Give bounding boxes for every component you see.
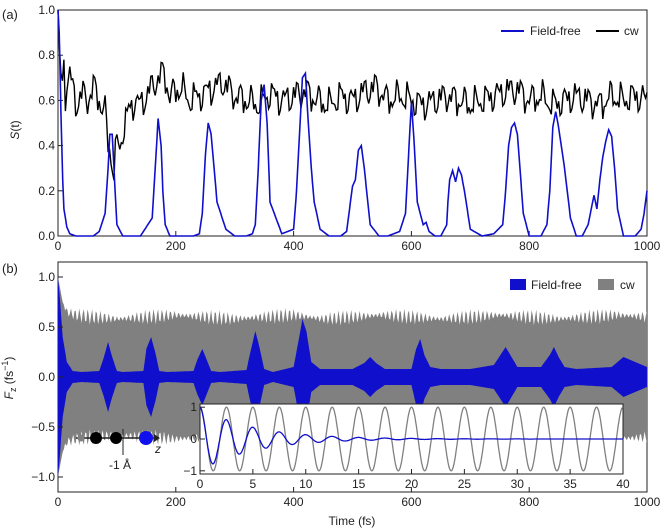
inset-series-cw xyxy=(199,406,624,472)
x-tick-label: 800 xyxy=(519,239,539,253)
x-tick-label: 1000 xyxy=(634,239,661,253)
inset-x-ticks: 0 5 10 15 20 25 30 35 40 xyxy=(197,469,630,491)
y-tick-label: −0.5 xyxy=(31,420,55,434)
panel-a-series xyxy=(57,9,648,237)
series-field-free-band xyxy=(58,277,647,477)
panel-a: (a) 0.0 0.2 0.4 0.6 0.8 1.0 0 200 400 600 800 1000… xyxy=(2,3,661,253)
inset-series-field-free xyxy=(199,406,623,465)
legend-a-fieldfree-label: Field-free xyxy=(530,24,581,38)
y-tick-label: 1 xyxy=(190,400,197,414)
y-tick-label: 1.0 xyxy=(38,3,55,17)
panel-a-ylabel: S(t) xyxy=(8,120,22,139)
y-tick-label: 0.2 xyxy=(38,184,55,198)
hydrogen-atom xyxy=(77,434,85,442)
panel-b-y-ticks: −1.0 −0.5 0.0 0.5 1.0 xyxy=(31,270,63,484)
y-tick-label: 0.8 xyxy=(38,48,55,62)
legend-b-cw-swatch xyxy=(598,279,614,290)
x-tick-label: 0 xyxy=(197,477,204,491)
inset: −101 0 5 10 15 20 25 30 35 40 xyxy=(183,400,630,491)
x-tick-label: 25 xyxy=(458,477,472,491)
y-tick-label: 0.4 xyxy=(38,139,55,153)
atom-black-2 xyxy=(110,432,122,444)
x-tick-label: 200 xyxy=(166,239,186,253)
atom-black-1 xyxy=(90,432,102,444)
series-cw-line xyxy=(57,9,648,181)
x-tick-label: 30 xyxy=(511,477,525,491)
x-tick-label: 200 xyxy=(166,495,186,509)
panel-a-label: (a) xyxy=(2,7,18,22)
x-tick-label: 5 xyxy=(250,477,257,491)
y-tick-label: 0.6 xyxy=(38,93,55,107)
panel-a-frame xyxy=(57,9,648,237)
inset-y-ticks: −1 0 1 xyxy=(183,400,205,478)
axis-arrow-icon xyxy=(154,434,160,442)
x-tick-label: 400 xyxy=(284,239,304,253)
x-tick-label: 800 xyxy=(519,495,539,509)
x-tick-label: 20 xyxy=(405,477,419,491)
molecule-schematic: -1 Å z xyxy=(76,429,161,472)
legend-b-fieldfree-label: Field-free xyxy=(531,278,582,292)
y-tick-label: 0.0 xyxy=(38,370,55,384)
panel-b: (b) −1.0−0.50.00.51.0 0 200 400 600 800 1000 … xyxy=(0,261,661,528)
molecule-offset-label: -1 Å xyxy=(109,457,131,472)
panel-a-x-ticks: 0 200 400 600 800 1000 xyxy=(55,231,661,253)
panel-a-legend: Field-free cw xyxy=(501,24,639,38)
y-tick-label: 1.0 xyxy=(38,270,55,284)
x-tick-label: 0 xyxy=(55,495,62,509)
y-tick-label: 0 xyxy=(190,432,197,446)
x-tick-label: 15 xyxy=(352,477,366,491)
panel-b-legend: Field-free cw xyxy=(510,278,635,292)
panel-b-label: (b) xyxy=(2,261,18,276)
x-tick-label: 10 xyxy=(299,477,313,491)
x-tick-label: 400 xyxy=(284,495,304,509)
series-field-free-line xyxy=(57,9,648,237)
x-tick-label: 35 xyxy=(563,477,577,491)
y-tick-label: −1.0 xyxy=(31,470,55,484)
y-tick-label: 0.5 xyxy=(38,320,55,334)
legend-a-cw-label: cw xyxy=(624,24,639,38)
panel-b-ylabel: Fz (fs−1) xyxy=(0,357,18,400)
x-tick-label: 600 xyxy=(401,239,421,253)
x-tick-label: 0 xyxy=(55,239,62,253)
molecule-axis-label: z xyxy=(154,442,161,456)
y-tick-label: 0.0 xyxy=(38,229,55,243)
legend-b-cw-label: cw xyxy=(620,278,635,292)
atom-blue xyxy=(139,431,153,445)
x-tick-label: 1000 xyxy=(634,495,661,509)
inset-series xyxy=(199,406,624,472)
x-tick-label: 40 xyxy=(616,477,630,491)
x-tick-label: 600 xyxy=(401,495,421,509)
panel-b-x-ticks: 0 200 400 600 800 1000 xyxy=(55,487,661,509)
legend-b-fieldfree-swatch xyxy=(510,279,526,290)
y-tick-label: −1 xyxy=(183,464,197,478)
x-axis-label: Time (fs) xyxy=(329,514,376,528)
